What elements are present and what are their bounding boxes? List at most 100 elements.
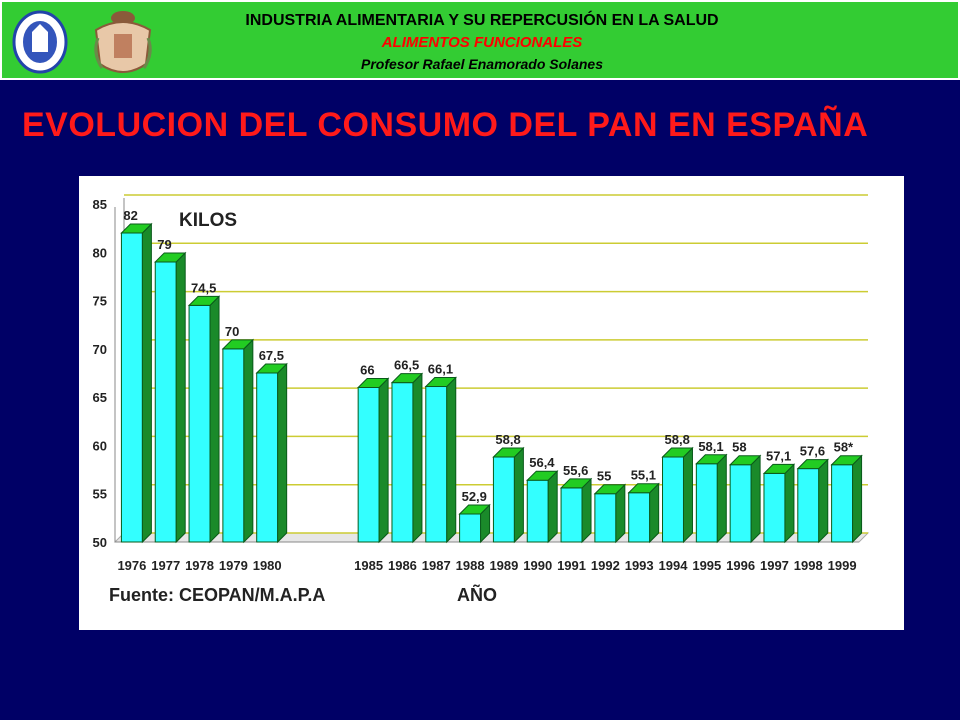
bar-top [728,455,762,466]
chart-source: Fuente: CEOPAN/M.A.P.A [109,585,325,605]
data-label: 74,5 [191,280,216,295]
bar-side [446,376,457,544]
x-tick-label: 1976 [117,558,146,573]
bar-side [818,458,829,544]
data-label: 67,5 [259,348,284,363]
data-label: 70 [225,324,239,339]
bar-1990 [526,469,559,544]
university-seal-icon [12,10,68,74]
bar-top [627,483,660,494]
y-tick-label: 60 [93,438,107,453]
x-tick-label: 1991 [557,558,586,573]
data-label: 58* [834,440,854,455]
bar-top [796,459,829,470]
bar-front [763,472,786,543]
bar-front [188,304,211,543]
data-label: 58,8 [665,432,690,447]
data-label: 66,1 [428,362,453,377]
header-topic: ALIMENTOS FUNCIONALES [381,34,583,51]
data-label: 55 [597,469,611,484]
bar-side [513,446,524,544]
bar-front [594,493,617,543]
bar-top [695,454,728,465]
bar-1980 [255,362,288,544]
data-label: 82 [123,208,137,223]
bar-front [560,487,583,543]
header-professor: Profesor Rafael Enamorado Solanes [361,56,603,72]
bar-1991 [559,477,593,544]
data-label: 58 [732,440,746,455]
data-label: 58,1 [698,439,723,454]
bar-front [154,261,177,543]
x-tick-label: 1995 [692,558,721,573]
bar-1988 [458,503,491,544]
bar-1985 [356,377,390,544]
y-tick-label: 65 [93,390,107,405]
bar-1997 [762,463,796,544]
header-banner: INDUSTRIA ALIMENTARIA Y SU REPERCUSIÓN E… [0,0,960,80]
coat-of-arms-icon [94,11,152,73]
data-label: 57,6 [800,444,825,459]
data-label: 57,1 [766,448,791,463]
bar-front [357,386,380,543]
bar-top [830,455,863,466]
bar-top [526,470,559,481]
x-tick-label: 1996 [726,558,755,573]
bar-1989 [492,446,525,544]
bar-side [412,372,423,544]
bar-1978 [187,295,221,544]
chart-panel: 50 55 60 65 70 75 80 85 82 1976 79 1977 74,5 1978 70 19… [79,176,904,630]
bar-front [695,463,718,543]
bar-top [424,377,457,388]
y-tick-label: 75 [93,294,107,309]
bar-top [492,447,525,458]
bar-top [390,373,424,384]
bar-front [526,479,549,543]
y-tick-label: 55 [93,487,107,502]
bar-side [784,463,795,544]
bar-top [559,478,593,489]
bar-1995 [695,453,728,544]
bar-side [141,222,152,544]
bar-top [120,223,153,234]
x-tick-label: 1987 [422,558,451,573]
bar-front [120,232,143,543]
y-tick-label: 85 [93,197,107,212]
bar-front [425,386,448,543]
bar-front [729,464,752,543]
bar-front [628,492,651,543]
bar-front [492,456,515,543]
bar-top [762,463,796,474]
y-tick-label: 50 [93,535,107,550]
x-axis-label: AÑO [457,584,497,605]
data-label: 66,5 [394,358,419,373]
bar-top [255,363,288,374]
bar-side [615,483,626,544]
bar-1977 [154,251,187,544]
bar-1992 [593,483,627,544]
x-tick-label: 1989 [489,558,518,573]
bar-top [187,295,221,306]
bar-front [797,468,820,543]
bar-1993 [627,482,660,544]
bar-top [661,447,694,458]
bar-front [831,464,854,543]
header-course-title: INDUSTRIA ALIMENTARIA Y SU REPERCUSIÓN E… [245,12,719,29]
bar-top [593,484,627,495]
bar-side [277,362,288,544]
bar-side [175,251,186,544]
slide-title: EVOLUCION DEL CONSUMO DEL PAN EN ESPAÑA [22,106,869,144]
x-tick-label: 1992 [591,558,620,573]
bar-side [243,338,254,544]
bar-top [221,339,255,350]
bar-side [209,295,220,544]
bar-front [459,513,482,543]
data-label: 52,9 [462,489,487,504]
x-tick-label: 1986 [388,558,417,573]
x-tick-label: 1978 [185,558,214,573]
bar-side [547,469,558,544]
bar-1986 [390,372,424,544]
bar-side [750,454,761,544]
bar-side [852,454,863,544]
x-tick-label: 1977 [151,558,180,573]
